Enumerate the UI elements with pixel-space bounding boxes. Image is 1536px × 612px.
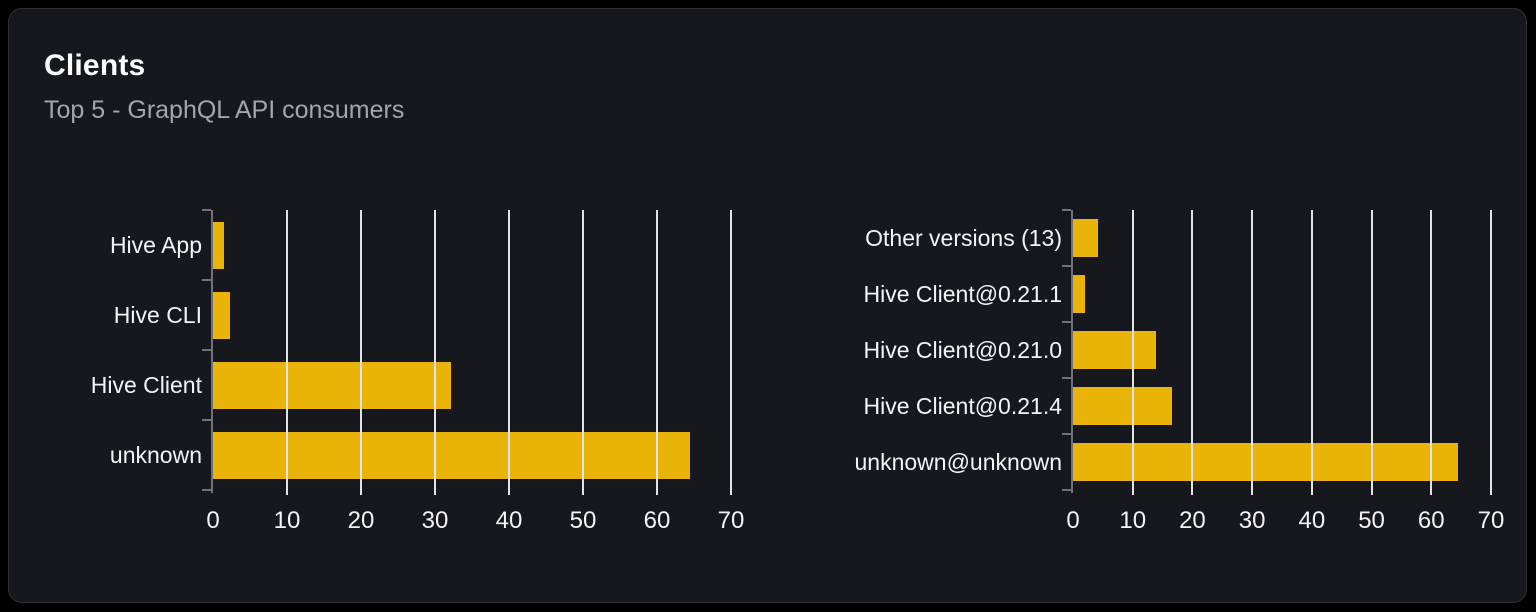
- gridline: [360, 210, 362, 495]
- x-tick-label: 70: [1477, 507, 1505, 534]
- gridline: [1430, 210, 1433, 495]
- category-label-hive-client-0-21-4: Hive Client@0.21.4: [863, 393, 1063, 419]
- x-tick-label: 50: [569, 507, 597, 534]
- y-axis-tick: [202, 279, 211, 281]
- bar-unknown-unknown[interactable]: [1073, 443, 1458, 481]
- y-axis-tick: [202, 489, 211, 491]
- x-tick-label: 30: [421, 507, 449, 534]
- x-tick-label: 60: [1417, 507, 1445, 534]
- gridline: [1251, 210, 1254, 495]
- gridline: [656, 210, 658, 495]
- y-axis-tick: [1062, 265, 1071, 267]
- x-tick-label: 10: [1119, 507, 1147, 534]
- y-axis-tick: [1062, 209, 1071, 211]
- gridline: [582, 210, 584, 495]
- bar-hive-client-0-21-4[interactable]: [1073, 387, 1173, 425]
- category-label-hive-app: Hive App: [109, 232, 202, 258]
- y-axis-tick: [202, 209, 211, 211]
- x-tick-label: 0: [206, 507, 220, 534]
- gridline: [1490, 210, 1492, 495]
- clients-card: [8, 8, 1527, 603]
- gridline: [1191, 210, 1194, 495]
- x-tick-label: 20: [347, 507, 375, 534]
- category-label-unknown-unknown: unknown@unknown: [854, 449, 1062, 475]
- x-tick-label: 40: [1298, 507, 1326, 534]
- x-tick-label: 40: [495, 507, 523, 534]
- bar-hive-client-0-21-0[interactable]: [1073, 331, 1156, 369]
- y-axis-line: [211, 210, 213, 493]
- gridline: [508, 210, 510, 495]
- y-axis-line: [1071, 210, 1073, 493]
- category-label-hive-cli: Hive CLI: [113, 302, 202, 328]
- bar-hive-client-0-21-1[interactable]: [1073, 275, 1085, 313]
- x-tick-label: 10: [273, 507, 301, 534]
- y-axis-tick: [1062, 377, 1071, 379]
- category-label-other-versions-13: Other versions (13): [865, 225, 1062, 251]
- category-label-unknown: unknown: [109, 442, 202, 468]
- bar-hive-app[interactable]: [213, 221, 225, 269]
- x-tick-label: 60: [643, 507, 671, 534]
- y-axis-tick: [1062, 433, 1071, 435]
- category-label-hive-client-0-21-0: Hive Client@0.21.0: [863, 337, 1063, 363]
- x-tick-label: 70: [717, 507, 745, 534]
- page-subtitle: Top 5 - GraphQL API consumers: [44, 96, 405, 124]
- category-label-hive-client: Hive Client: [90, 372, 202, 398]
- x-tick-label: 20: [1179, 507, 1206, 534]
- category-label-hive-client-0-21-1: Hive Client@0.21.1: [863, 281, 1063, 307]
- gridline: [286, 210, 288, 495]
- gridline: [1131, 210, 1134, 495]
- gridline: [1370, 210, 1373, 495]
- gridline: [434, 210, 436, 495]
- page-title: Clients: [44, 49, 146, 82]
- bar-hive-client[interactable]: [213, 361, 452, 409]
- y-axis-tick: [202, 419, 211, 421]
- x-tick-label: 30: [1238, 507, 1266, 534]
- x-tick-label: 50: [1358, 507, 1385, 534]
- bar-hive-cli[interactable]: [213, 291, 231, 339]
- x-tick-label: 0: [1066, 507, 1080, 534]
- y-axis-tick: [202, 349, 211, 351]
- bar-other-versions-13[interactable]: [1073, 219, 1099, 257]
- y-axis-tick: [1062, 321, 1071, 323]
- gridline: [730, 210, 732, 495]
- y-axis-tick: [1062, 489, 1071, 491]
- bar-unknown[interactable]: [213, 431, 690, 479]
- gridline: [1310, 210, 1313, 495]
